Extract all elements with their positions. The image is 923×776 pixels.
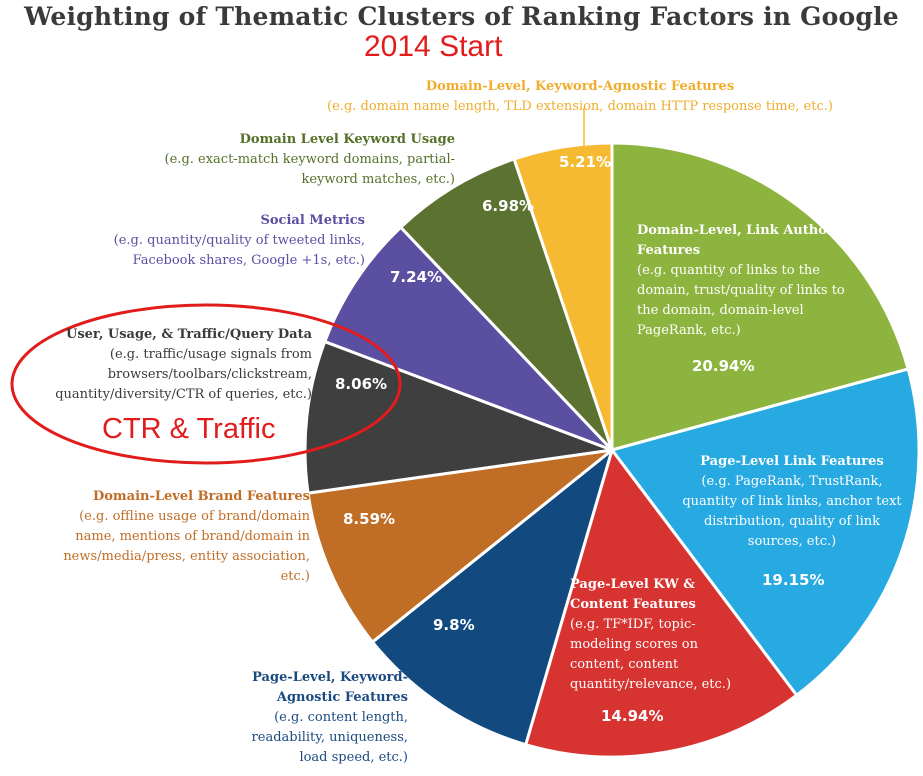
slice-user-usage-traffic (303, 340, 614, 495)
slice-page-link (610, 367, 921, 697)
slice-label-user-usage-traffic: User, Usage, & Traffic/Query Data (e.g. … (20, 325, 312, 405)
slice-value-label: 8.06% (335, 375, 388, 393)
slice-label-page-kw-content: Page-Level KW & Content Features (e.g. T… (570, 575, 755, 695)
chart-title: Weighting of Thematic Clusters of Rankin… (24, 2, 899, 31)
slice-value-label: 6.98% (482, 197, 535, 215)
slice-name: Domain-Level Brand Features (92, 489, 310, 504)
slice-social-metrics (323, 225, 614, 452)
slice-name: Page-Level KW & Content Features (570, 577, 696, 612)
slice-description: (e.g. offline usage of brand/domain name… (63, 509, 310, 584)
pie-slices (303, 141, 921, 759)
slice-name: User, Usage, & Traffic/Query Data (65, 327, 312, 342)
slice-description: (e.g. exact-match keyword domains, parti… (164, 152, 455, 187)
slice-description: (e.g. quantity/quality of tweeted links,… (113, 233, 365, 268)
slice-description: (e.g. TF*IDF, topic-modeling scores on c… (570, 617, 732, 692)
slice-description: (e.g. traffic/usage signals from browser… (55, 347, 312, 402)
slice-value-label: 8.59% (343, 510, 396, 528)
slice-value-label: 20.94% (692, 357, 755, 375)
slice-description: (e.g. content length, readability, uniqu… (251, 710, 408, 765)
slice-name: Page-Level, Keyword-Agnostic Features (252, 670, 408, 705)
slice-value-label: 5.21% (559, 153, 612, 171)
ctr-traffic-annotation: CTR & Traffic (102, 413, 276, 445)
ctr-highlight-ellipse (10, 303, 402, 465)
slice-name: Social Metrics (260, 213, 366, 228)
slice-value-label: 14.94% (601, 707, 664, 725)
chart-subtitle: 2014 Start (364, 30, 503, 63)
slice-page-keyword-agnostic (370, 448, 614, 747)
slice-name: Domain Level Keyword Usage (239, 132, 455, 147)
slice-name: Domain-Level, Link Authority Features (637, 223, 853, 258)
slice-label-page-keyword-agnostic: Page-Level, Keyword-Agnostic Features (e… (230, 668, 408, 768)
slice-domain-keyword-usage (399, 157, 614, 452)
slice-label-social-metrics: Social Metrics (e.g. quantity/quality of… (55, 211, 365, 271)
slice-label-page-link: Page-Level Link Features (e.g. PageRank,… (676, 452, 908, 552)
slice-value-label: 19.15% (762, 571, 825, 589)
slice-domain-keyword-agnostic (512, 141, 614, 452)
slice-label-domain-brand: Domain-Level Brand Features (e.g. offlin… (60, 487, 310, 587)
slice-description: (e.g. domain name length, TLD extension,… (327, 99, 833, 114)
slice-page-kw-content (524, 448, 799, 759)
slice-label-domain-keyword-agnostic: Domain-Level, Keyword-Agnostic Features … (200, 77, 923, 117)
slice-name: Page-Level Link Features (700, 454, 884, 469)
slice-label-domain-link-authority: Domain-Level, Link Authority Features (e… (637, 221, 862, 341)
slice-value-label: 7.24% (390, 268, 443, 286)
slice-value-label: 9.8% (433, 616, 475, 634)
slice-description: (e.g. quantity of links to the domain, t… (637, 263, 845, 338)
slice-domain-brand (306, 448, 614, 644)
slice-label-domain-keyword-usage: Domain Level Keyword Usage (e.g. exact-m… (150, 130, 455, 190)
slice-domain-link-authority (610, 141, 910, 452)
slice-name: Domain-Level, Keyword-Agnostic Features (425, 79, 735, 94)
slice-description: (e.g. PageRank, TrustRank, quantity of l… (682, 474, 902, 549)
